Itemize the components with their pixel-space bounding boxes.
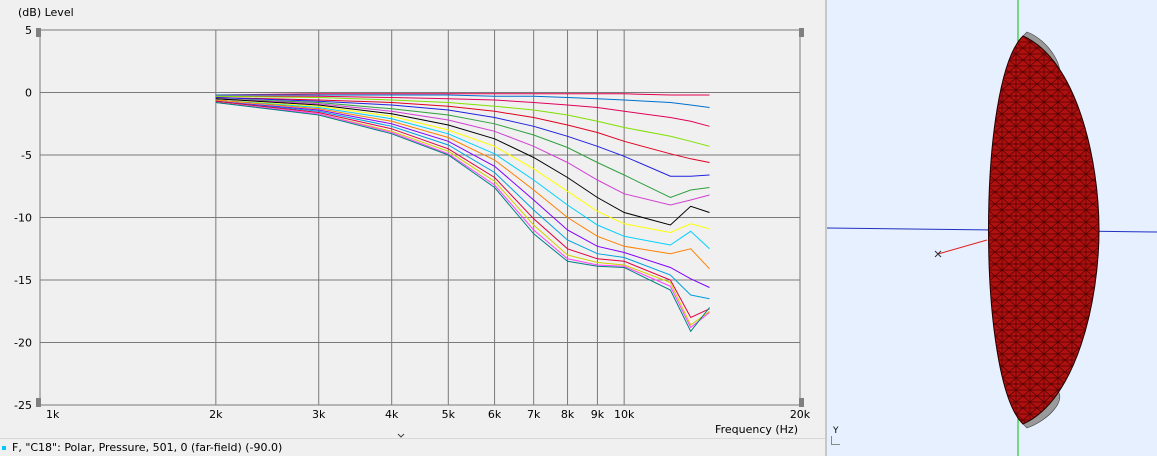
x-tick-label: 5k [442, 408, 456, 421]
series-color-icon [2, 445, 6, 450]
x-axis-label: Frequency (Hz) [715, 423, 798, 436]
x-tick-label: 8k [561, 408, 575, 421]
y-tick-label: 0 [25, 87, 32, 100]
x-tick-label: 6k [488, 408, 502, 421]
y-tick-label: -20 [14, 337, 32, 350]
y-tick-label: -15 [14, 274, 32, 287]
y-axis-label: (dB) Level [18, 6, 74, 19]
x-tick-label: 9k [591, 408, 605, 421]
dome-mesh [988, 36, 1099, 424]
tick-labels: 5 0 -5 -10 -15 -20 -25 1k 2k 3k 4k 5k 6k 7k 8k 9k 10k 20k [14, 24, 811, 421]
y-scroll-handle-bottom[interactable] [36, 398, 41, 407]
x-tick-label: 20k [790, 408, 811, 421]
series-line-3 [215, 95, 710, 127]
status-bar: F, "C18": Polar, Pressure, 501, 0 (far-f… [0, 438, 825, 456]
chevron-down-icon[interactable] [397, 433, 405, 438]
x-tick-label: 1k [46, 408, 60, 421]
3d-model-view[interactable]: Y [827, 0, 1157, 456]
series-line-6 [215, 97, 710, 177]
grid-lines [39, 29, 801, 406]
y-tick-label: 5 [25, 24, 32, 37]
3d-viewport[interactable] [827, 0, 1157, 456]
x-tick-label: 4k [385, 408, 399, 421]
series-line-13 [215, 100, 710, 288]
direction-vector [937, 239, 988, 255]
series-lines [215, 93, 710, 333]
frequency-response-chart: 5 0 -5 -10 -15 -20 -25 1k 2k 3k 4k 5k 6k 7k 8k 9k 10k 20k… [14, 6, 811, 438]
x-tick-label: 10k [614, 408, 635, 421]
series-line-12 [215, 99, 710, 270]
y-tick-label: -10 [14, 212, 32, 225]
series-line-17 [215, 102, 710, 329]
series-line-16 [215, 102, 710, 326]
series-line-5 [215, 97, 710, 163]
axis-triad-icon [831, 436, 840, 445]
y-tick-label: -5 [21, 149, 32, 162]
y-scroll-handle-top[interactable] [36, 28, 41, 37]
series-line-14 [215, 100, 710, 300]
series-line-8 [215, 98, 710, 206]
series-line-4 [215, 95, 710, 147]
pane-splitter[interactable] [825, 0, 827, 456]
series-line-18 [215, 102, 710, 333]
axis-label: Y [833, 426, 839, 436]
response-plot-pane: 5 0 -5 -10 -15 -20 -25 1k 2k 3k 4k 5k 6k 7k 8k 9k 10k 20k… [0, 0, 825, 456]
series-line-10 [215, 99, 710, 234]
series-line-1 [215, 93, 710, 96]
y-scroll-handle-right-top[interactable] [799, 28, 804, 37]
series-line-7 [215, 98, 710, 199]
series-line-15 [215, 100, 710, 319]
series-line-2 [215, 94, 710, 108]
x-tick-label: 2k [209, 408, 223, 421]
series-line-11 [215, 99, 710, 250]
x-tick-label: 7k [527, 408, 541, 421]
y-tick-label: -25 [14, 399, 32, 412]
y-scroll-handle-right-bottom[interactable] [799, 398, 804, 407]
x-tick-label: 3k [312, 408, 326, 421]
status-text: F, "C18": Polar, Pressure, 501, 0 (far-f… [12, 441, 283, 454]
series-line-9 [215, 98, 710, 226]
listener-marker-icon[interactable] [934, 250, 942, 258]
